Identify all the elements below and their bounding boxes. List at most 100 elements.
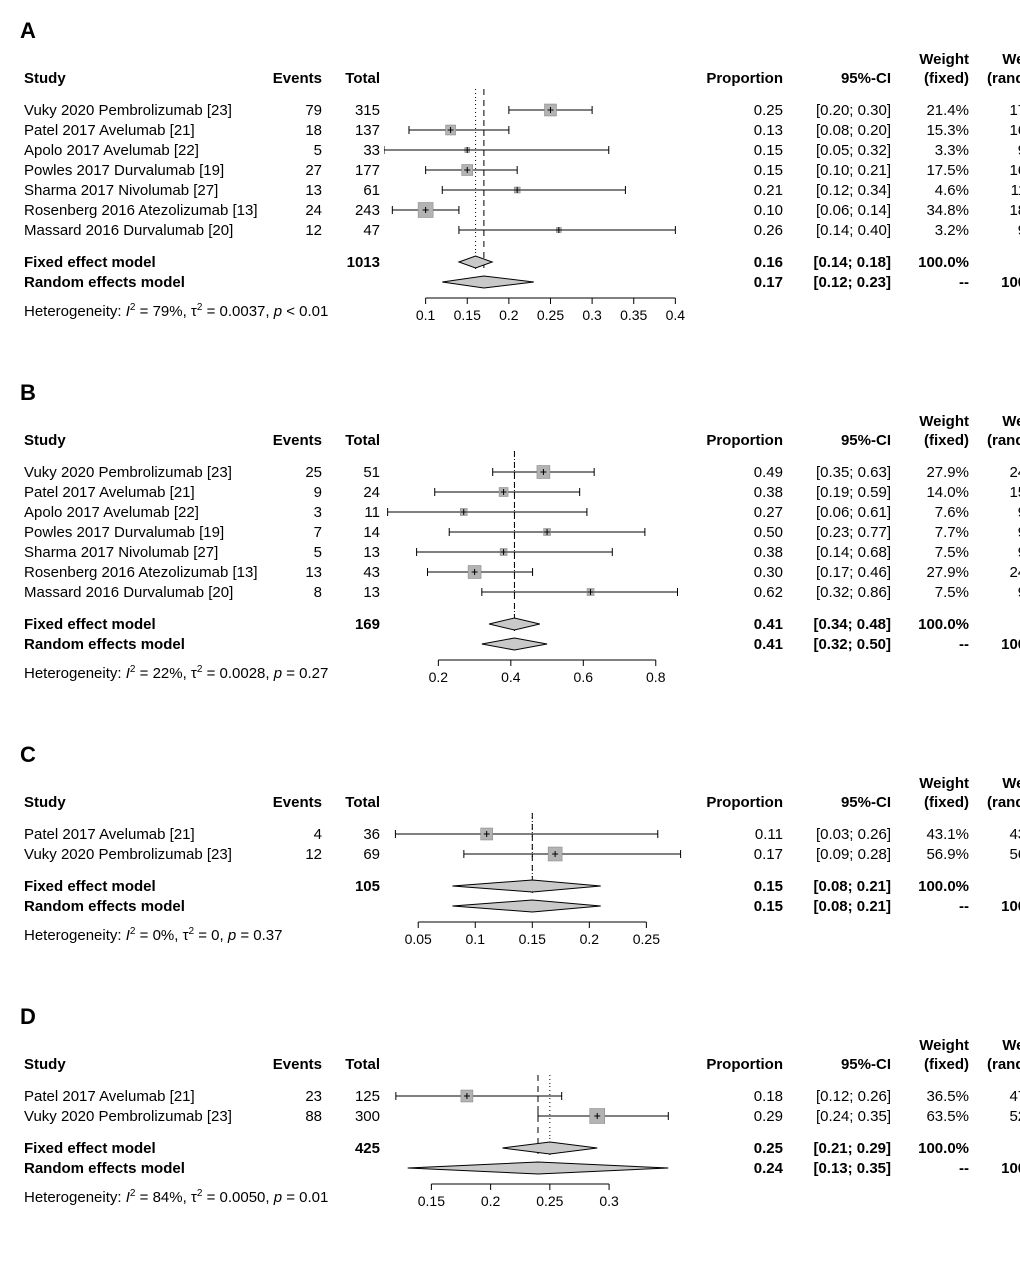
total-value: 24 (326, 482, 384, 502)
weight-fixed-value: 21.4% (895, 100, 973, 120)
svg-text:0.25: 0.25 (537, 307, 564, 323)
study-row: Vuky 2020 Pembrolizumab [23] 88 300 0.29… (20, 1106, 1020, 1126)
svg-text:0.2: 0.2 (429, 669, 449, 685)
weight-fixed-value: 7.5% (895, 542, 973, 562)
header-row-2: Study Events Total Proportion 95%-CI (fi… (20, 69, 1020, 88)
fixed-total: 169 (326, 614, 384, 634)
study-name: Powles 2017 Durvalumab [19] (20, 522, 258, 542)
forest-row-plot (384, 1086, 694, 1106)
fixed-total: 425 (326, 1138, 384, 1158)
ci-value: [0.14; 0.68] (787, 542, 895, 562)
proportion-value: 0.15 (694, 140, 787, 160)
study-name: Sharma 2017 Nivolumab [27] (20, 542, 258, 562)
events-value: 27 (258, 160, 326, 180)
svg-text:0.15: 0.15 (454, 307, 481, 323)
total-value: 11 (326, 502, 384, 522)
proportion-value: 0.50 (694, 522, 787, 542)
weight-fixed-value: 34.8% (895, 200, 973, 220)
weight-fixed-value: 56.9% (895, 844, 973, 864)
study-name: Powles 2017 Durvalumab [19] (20, 160, 258, 180)
ci-value: [0.03; 0.26] (787, 824, 895, 844)
ci-value: [0.20; 0.30] (787, 100, 895, 120)
ci-value: [0.19; 0.59] (787, 482, 895, 502)
forest-table: Weight Weight Study Events Total Proport… (20, 1036, 1020, 1216)
header-row-2: Study Events Total Proportion 95%-CI (fi… (20, 1055, 1020, 1074)
header-row-2: Study Events Total Proportion 95%-CI (fi… (20, 793, 1020, 812)
svg-text:0.35: 0.35 (620, 307, 647, 323)
svg-text:0.3: 0.3 (599, 1193, 619, 1209)
total-value: 14 (326, 522, 384, 542)
svg-text:0.25: 0.25 (536, 1193, 563, 1209)
col-proportion: Proportion (694, 793, 787, 812)
study-row: Vuky 2020 Pembrolizumab [23] 25 51 0.49 … (20, 462, 1020, 482)
col-weight-random: Weight (973, 774, 1020, 793)
proportion-value: 0.17 (694, 844, 787, 864)
ci-value: [0.05; 0.32] (787, 140, 895, 160)
forest-row-plot (384, 200, 694, 220)
fixed-effect-row: Fixed effect model 105 0.15 [0.08; 0.21]… (20, 876, 1020, 896)
weight-random-value: 56.9% (973, 844, 1020, 864)
ci-value: [0.06; 0.61] (787, 502, 895, 522)
x-axis: 0.15 0.2 0.25 0.3 (384, 1178, 694, 1216)
proportion-value: 0.49 (694, 462, 787, 482)
total-value: 177 (326, 160, 384, 180)
heterogeneity-row: Heterogeneity: I2 = 79%, τ2 = 0.0037, p … (20, 292, 1020, 330)
fixed-total: 105 (326, 876, 384, 896)
fixed-diamond (384, 252, 694, 272)
col-ci: 95%-CI (787, 431, 895, 450)
header-row-2: Study Events Total Proportion 95%-CI (fi… (20, 431, 1020, 450)
forest-row-plot (384, 1106, 694, 1126)
total-value: 137 (326, 120, 384, 140)
ci-value: [0.06; 0.14] (787, 200, 895, 220)
fixed-diamond (384, 614, 694, 634)
weight-random-value: 9.0% (973, 582, 1020, 602)
total-value: 61 (326, 180, 384, 200)
study-row: Patel 2017 Avelumab [21] 23 125 0.18 [0.… (20, 1086, 1020, 1106)
ci-value: [0.12; 0.26] (787, 1086, 895, 1106)
study-row: Sharma 2017 Nivolumab [27] 13 61 0.21 [0… (20, 180, 1020, 200)
study-row: Massard 2016 Durvalumab [20] 12 47 0.26 … (20, 220, 1020, 240)
forest-panel-D: D Weight Weight Study Events Total Propo… (20, 1004, 1000, 1216)
col-study: Study (20, 69, 258, 88)
total-value: 243 (326, 200, 384, 220)
fixed-diamond (384, 876, 694, 896)
random-effects-row: Random effects model 0.15 [0.08; 0.21] -… (20, 896, 1020, 916)
weight-random-value: 16.8% (973, 160, 1020, 180)
weight-fixed-value: 36.5% (895, 1086, 973, 1106)
header-row: Weight Weight (20, 1036, 1020, 1055)
events-value: 9 (258, 482, 326, 502)
study-row: Apolo 2017 Avelumab [22] 3 11 0.27 [0.06… (20, 502, 1020, 522)
col-total: Total (326, 793, 384, 812)
proportion-value: 0.38 (694, 542, 787, 562)
study-name: Patel 2017 Avelumab [21] (20, 824, 258, 844)
total-value: 36 (326, 824, 384, 844)
events-value: 13 (258, 180, 326, 200)
events-value: 25 (258, 462, 326, 482)
col-proportion: Proportion (694, 431, 787, 450)
ci-value: [0.35; 0.63] (787, 462, 895, 482)
events-value: 88 (258, 1106, 326, 1126)
svg-text:0.1: 0.1 (416, 307, 436, 323)
heterogeneity-row: Heterogeneity: I2 = 84%, τ2 = 0.0050, p … (20, 1178, 1020, 1216)
col-ci: 95%-CI (787, 793, 895, 812)
total-value: 51 (326, 462, 384, 482)
study-row: Rosenberg 2016 Atezolizumab [13] 24 243 … (20, 200, 1020, 220)
proportion-value: 0.62 (694, 582, 787, 602)
proportion-value: 0.21 (694, 180, 787, 200)
forest-panel-B: B Weight Weight Study Events Total Propo… (20, 380, 1000, 692)
study-row: Sharma 2017 Nivolumab [27] 5 13 0.38 [0.… (20, 542, 1020, 562)
forest-plot-figure: A Weight Weight Study Events Total Propo… (0, 0, 1020, 1286)
total-value: 69 (326, 844, 384, 864)
col-ci: 95%-CI (787, 1055, 895, 1074)
events-value: 7 (258, 522, 326, 542)
weight-random-value: 9.0% (973, 542, 1020, 562)
study-row: Patel 2017 Avelumab [21] 18 137 0.13 [0.… (20, 120, 1020, 140)
total-value: 13 (326, 542, 384, 562)
proportion-value: 0.11 (694, 824, 787, 844)
study-name: Apolo 2017 Avelumab [22] (20, 502, 258, 522)
forest-row-plot (384, 100, 694, 120)
weight-random-value: 24.5% (973, 462, 1020, 482)
forest-row-plot (384, 482, 694, 502)
weight-fixed-value: 7.5% (895, 582, 973, 602)
col-weight-random: Weight (973, 1036, 1020, 1055)
